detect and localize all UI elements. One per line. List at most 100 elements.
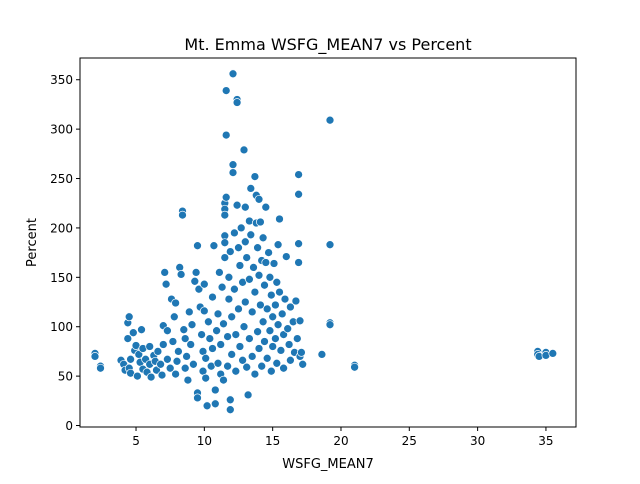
data-point [243,390,253,400]
data-point [247,307,257,317]
data-point [253,243,262,253]
data-point [271,300,280,310]
data-point [179,325,189,335]
data-point [96,363,105,373]
data-point [171,369,180,379]
y-tick-label: 100 [50,320,73,334]
data-point [239,322,249,332]
data-point [221,192,231,202]
data-point [264,248,273,257]
data-point [246,230,256,240]
data-point [261,258,271,267]
data-point [183,375,193,385]
data-point [273,240,283,250]
data-point [275,287,284,297]
data-point [202,401,212,411]
data-point [294,239,303,249]
data-point [158,340,168,349]
data-point [213,358,223,368]
data-point [265,326,275,336]
data-point [286,302,295,312]
data-point [205,334,215,343]
chart-title: Mt. Emma WSFG_MEAN7 vs Percent [184,35,471,55]
data-point [250,287,260,297]
data-point [232,98,242,107]
data-point [190,276,200,286]
plot-frame [79,57,577,428]
points-layer [90,69,558,415]
data-point [279,330,288,339]
data-point [215,268,224,277]
data-point [257,361,267,371]
data-point [284,340,294,349]
data-point [277,309,287,319]
data-point [275,214,284,224]
data-point [168,337,178,346]
data-point [280,294,290,304]
data-point [160,268,170,277]
data-point [182,352,191,361]
data-point [286,355,295,365]
data-point [258,233,268,243]
data-point [325,115,335,125]
y-tick-label: 350 [50,73,73,87]
data-point [225,247,235,256]
data-point [250,369,260,379]
data-point [231,366,241,376]
data-point [268,342,278,351]
data-point [123,334,133,343]
data-point [223,361,232,371]
data-point [163,326,172,336]
data-point [208,292,217,302]
y-tick-label: 0 [65,419,73,433]
data-point [180,363,190,373]
data-point [245,274,254,284]
data-point [325,320,335,330]
data-point [236,223,246,233]
data-point [254,270,264,280]
data-point [228,69,238,79]
data-point [272,358,282,368]
data-point [220,253,230,262]
data-point [268,312,278,322]
data-point [219,375,228,385]
y-tick-label: 150 [50,271,73,285]
data-point [204,317,213,327]
data-point [245,334,254,343]
data-point [225,395,235,405]
data-point [217,282,227,292]
data-point [171,298,180,308]
data-point [242,362,252,372]
data-point [227,350,237,359]
data-point [187,320,197,330]
data-point [153,347,163,356]
data-point [230,228,239,238]
data-point [235,261,245,270]
data-point [227,312,237,322]
data-point [246,184,256,193]
data-point [240,297,250,307]
data-point [201,373,211,383]
data-point [175,263,185,272]
data-point [157,370,167,380]
data-point [199,279,209,289]
data-point [178,210,187,220]
data-point [197,330,206,339]
data-point [276,346,286,355]
y-axis-label: Percent [25,218,40,267]
data-point [249,263,258,272]
data-point [221,86,231,95]
x-tick-label: 35 [538,434,553,448]
data-point [266,366,276,376]
data-point [228,168,238,177]
data-point [220,210,230,220]
data-point [294,170,303,179]
data-point [240,237,250,247]
data-point [291,296,301,306]
data-point [273,320,283,330]
data-point [234,304,243,314]
data-point [225,405,235,415]
data-point [254,194,264,204]
